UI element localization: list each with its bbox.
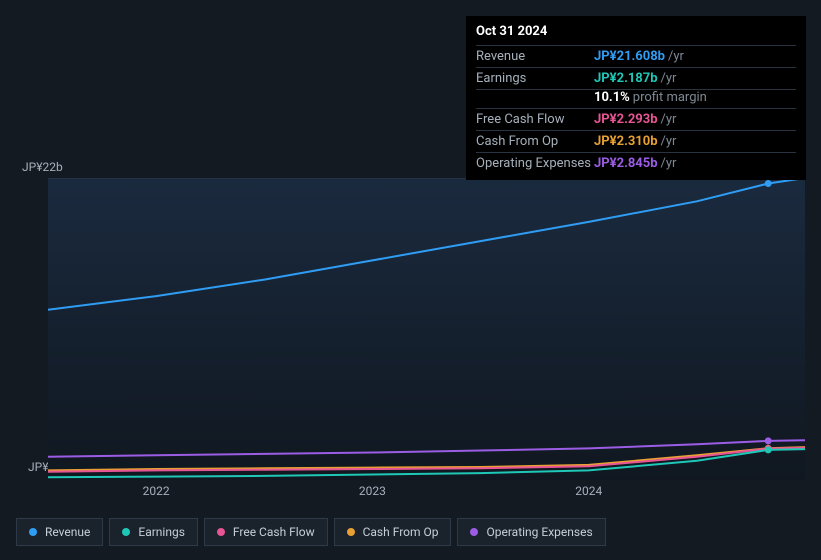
x-tick: 2023 [359,484,386,498]
tooltip-row-value: JP¥2.187b/yr [594,71,796,86]
tooltip-row-label: Operating Expenses [476,156,594,171]
legend-label: Cash From Op [363,525,439,539]
legend-dot-icon [217,528,225,536]
tooltip-row-value: JP¥2.845b/yr [594,156,796,171]
tooltip-row-label: Cash From Op [476,134,594,149]
legend-item[interactable]: Earnings [109,518,198,546]
legend-item[interactable]: Cash From Op [334,518,452,546]
tooltip-row: Operating ExpensesJP¥2.845b/yr [476,153,796,174]
legend-dot-icon [122,528,130,536]
legend-label: Free Cash Flow [233,525,315,539]
tooltip-row-sub: 10.1%profit margin [476,90,796,109]
tooltip-row-value: JP¥21.608b/yr [594,49,796,64]
legend-dot-icon [347,528,355,536]
tooltip-row-label: Free Cash Flow [476,112,594,127]
chart-plot-area[interactable] [48,178,805,480]
legend-dot-icon [29,528,37,536]
series-marker [765,180,772,187]
legend-dot-icon [470,528,478,536]
tooltip-date: Oct 31 2024 [476,24,796,46]
tooltip-row: Free Cash FlowJP¥2.293b/yr [476,109,796,131]
chart-legend: Revenue Earnings Free Cash Flow Cash From O… [16,518,606,546]
series-marker [765,446,772,453]
x-tick: 2024 [575,484,602,498]
chart-tooltip: Oct 31 2024 RevenueJP¥21.608b/yrEarnings… [466,16,806,180]
legend-label: Earnings [138,525,185,539]
tooltip-row: Cash From OpJP¥2.310b/yr [476,131,796,153]
series-marker [765,437,772,444]
tooltip-row-label: Revenue [476,49,594,64]
legend-item[interactable]: Free Cash Flow [204,518,328,546]
tooltip-row: RevenueJP¥21.608b/yr [476,46,796,68]
legend-label: Operating Expenses [486,525,592,539]
x-axis: 2022 2023 2024 [48,484,805,498]
legend-label: Revenue [45,525,90,539]
tooltip-row-value: JP¥2.293b/yr [594,112,796,127]
tooltip-row-label: Earnings [476,71,594,86]
tooltip-row-value: JP¥2.310b/yr [594,134,796,149]
y-axis-label-top: JP¥22b [22,160,63,174]
tooltip-row: EarningsJP¥2.187b/yr [476,68,796,90]
x-tick: 2022 [143,484,170,498]
legend-item[interactable]: Revenue [16,518,103,546]
legend-item[interactable]: Operating Expenses [457,518,605,546]
